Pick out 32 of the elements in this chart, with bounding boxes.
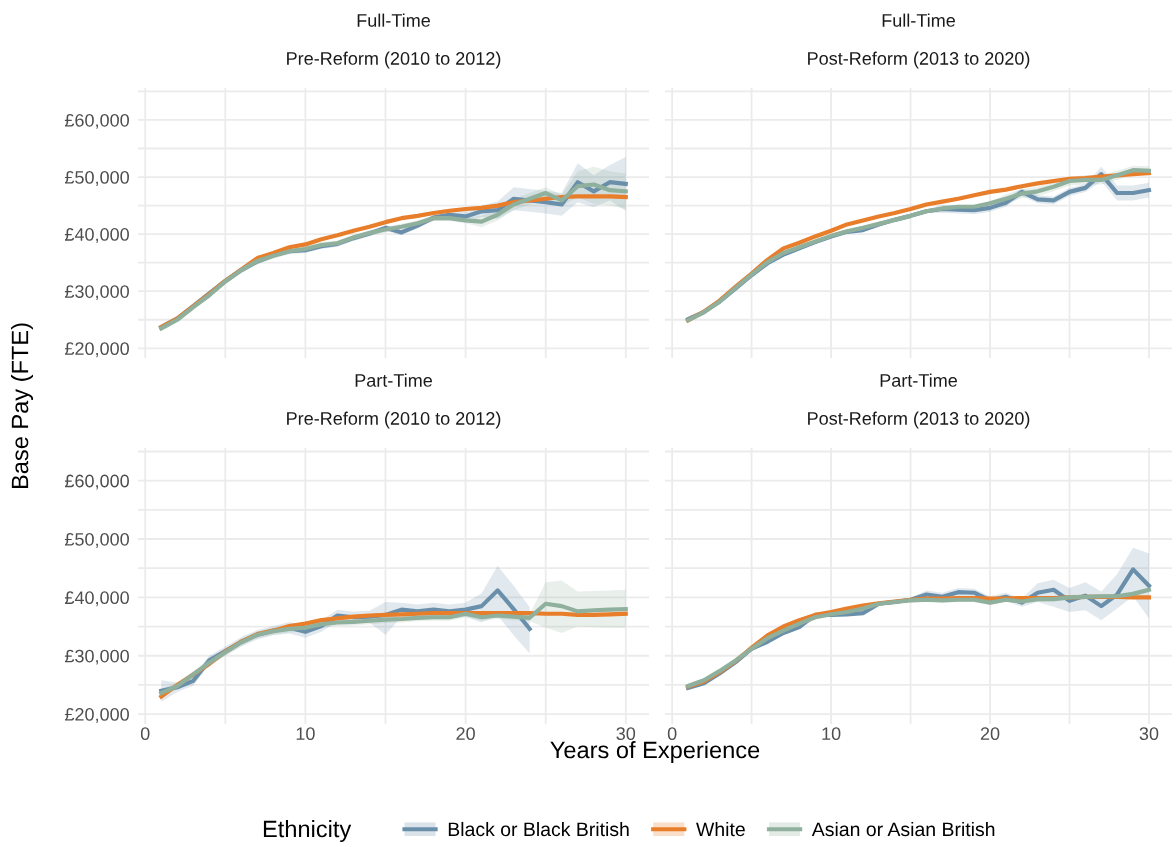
- y-axis-title: Base Pay (FTE): [11, 323, 34, 489]
- y-tick-label: £20,000: [64, 342, 129, 358]
- chart-subtitle: Post-Reform (2013 to 2020): [808, 411, 1030, 429]
- x-tick-label: 20: [456, 727, 475, 741]
- x-tick-label: 0: [667, 727, 677, 741]
- chart-title: Part-Time: [880, 373, 957, 387]
- y-tick-label: £30,000: [64, 649, 129, 665]
- chart-subtitle: Post-Reform (2013 to 2020): [808, 51, 1030, 69]
- legend-label: Black or Black British: [448, 821, 629, 837]
- x-tick-label: 0: [140, 727, 150, 741]
- y-tick-label: £40,000: [64, 228, 129, 243]
- x-tick-label: 20: [980, 727, 1000, 741]
- x-tick-label: 10: [296, 727, 315, 741]
- y-tick-label: £20,000: [64, 708, 129, 723]
- chart-subtitle: Pre-Reform (2010 to 2012): [287, 411, 501, 429]
- chart-subtitle: Pre-Reform (2010 to 2012): [287, 51, 501, 69]
- y-tick-label: £60,000: [64, 474, 129, 490]
- y-tick-label: £30,000: [64, 285, 129, 301]
- legend-label: Asian or Asian British: [811, 821, 995, 837]
- y-tick-label: £50,000: [64, 170, 129, 186]
- chart-title: Full-Time: [357, 13, 430, 27]
- y-tick-label: £60,000: [64, 113, 129, 129]
- legend-title: Ethnicity: [263, 819, 352, 842]
- x-axis-title: Years of Experience: [550, 740, 760, 764]
- x-tick-label: 30: [1139, 727, 1159, 741]
- y-tick-label: £40,000: [64, 591, 129, 607]
- y-tick-label: £50,000: [64, 532, 129, 548]
- chart-title: Full-Time: [882, 13, 955, 27]
- chart-title: Part-Time: [355, 373, 432, 387]
- x-tick-label: 10: [822, 727, 841, 741]
- x-tick-label: 30: [616, 727, 636, 741]
- legend-label: White: [696, 821, 745, 837]
